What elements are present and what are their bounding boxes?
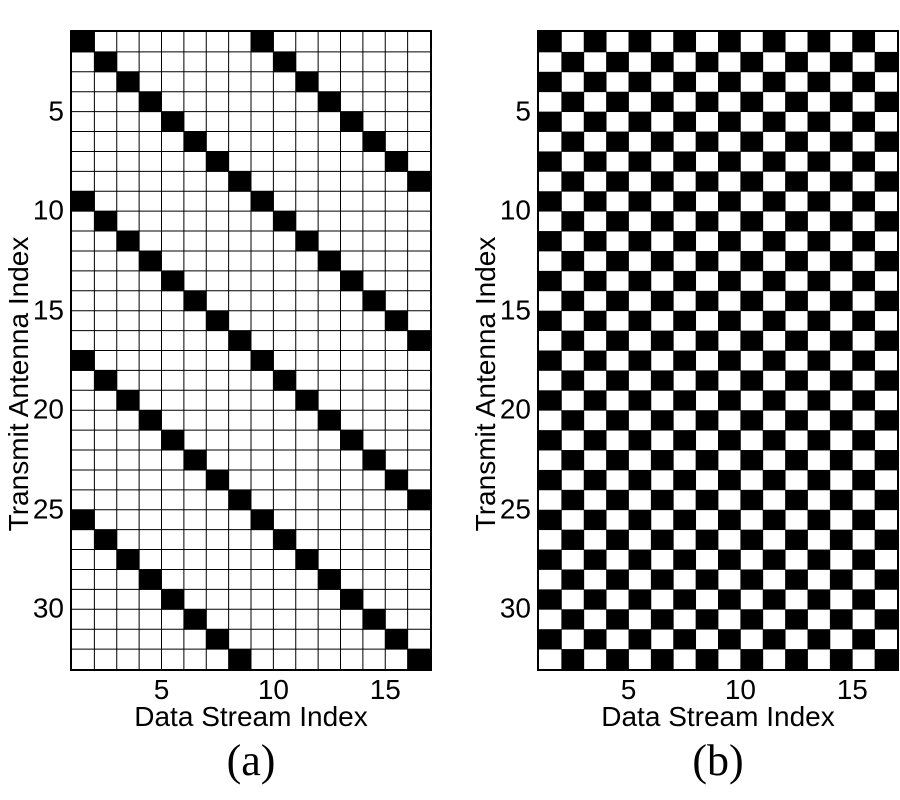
y-tick-label: 15 bbox=[32, 294, 64, 326]
x-axis-label-a: Data Stream Index bbox=[134, 701, 368, 732]
y-tick-label: 5 bbox=[48, 95, 64, 127]
heatmap-matrix-a bbox=[72, 32, 430, 669]
y-tick-label: 10 bbox=[32, 194, 64, 226]
panel-a: Transmit Antenna Index 5 10 15 20 25 30 5 10 15… bbox=[0, 0, 433, 800]
heatmap-plot-b bbox=[537, 30, 899, 671]
x-axis-label-b: Data Stream Index bbox=[601, 701, 835, 732]
y-tick-label: 25 bbox=[32, 493, 64, 525]
y-tick-label: 10 bbox=[499, 194, 531, 226]
x-tick-label: 5 bbox=[620, 674, 637, 705]
subfigure-caption-a: (a) bbox=[226, 736, 276, 785]
x-tick-label: 10 bbox=[724, 674, 756, 705]
y-tick-label: 25 bbox=[499, 493, 531, 525]
heatmap-plot-a bbox=[70, 30, 432, 671]
x-tick-label: 15 bbox=[369, 674, 401, 705]
x-tick-label: 10 bbox=[257, 674, 289, 705]
y-tick-label: 15 bbox=[499, 294, 531, 326]
y-tick-label: 20 bbox=[499, 393, 531, 425]
y-tick-label: 30 bbox=[499, 592, 531, 624]
x-tick-label: 5 bbox=[153, 674, 170, 705]
heatmap-matrix-b bbox=[539, 32, 897, 669]
y-axis-tick-labels-a: 5 10 15 20 25 30 bbox=[0, 0, 64, 800]
y-tick-label: 5 bbox=[515, 95, 531, 127]
x-tick-label: 15 bbox=[836, 674, 868, 705]
y-tick-label: 30 bbox=[32, 592, 64, 624]
subfigure-caption-b: (b) bbox=[692, 736, 744, 785]
y-tick-label: 20 bbox=[32, 393, 64, 425]
y-axis-tick-labels-b: 5 10 15 20 25 30 bbox=[467, 0, 531, 800]
panel-b: Transmit Antenna Index 5 10 15 20 25 30 5 10 15… bbox=[467, 0, 900, 800]
